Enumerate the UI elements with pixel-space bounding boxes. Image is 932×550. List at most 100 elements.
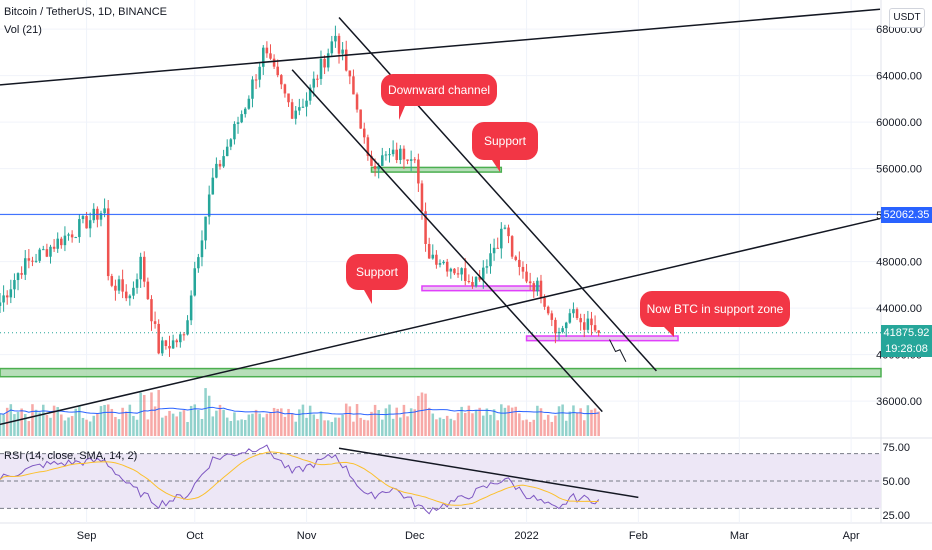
candle-body bbox=[276, 66, 279, 76]
candle-body bbox=[20, 273, 23, 275]
candle-body bbox=[52, 246, 56, 249]
candle-body bbox=[117, 279, 121, 291]
volume-bar bbox=[427, 407, 431, 436]
volume-bar bbox=[561, 404, 564, 436]
callout-now-support-zone[interactable]: Now BTC in support zone bbox=[640, 291, 790, 337]
volume-bar bbox=[5, 407, 9, 436]
volume-bar bbox=[334, 417, 337, 436]
resistance-price-tag: 52062.35 bbox=[881, 207, 932, 223]
candle-body bbox=[474, 276, 478, 287]
volume-bar bbox=[496, 420, 499, 436]
candle-body bbox=[323, 58, 326, 68]
candle-body bbox=[370, 155, 373, 166]
candle-body bbox=[218, 163, 222, 167]
volume-bar bbox=[435, 419, 438, 436]
volume-bar bbox=[157, 390, 160, 436]
candle-body bbox=[503, 227, 507, 229]
candle-body bbox=[395, 149, 398, 161]
candle-body bbox=[489, 253, 492, 267]
candle-body bbox=[171, 340, 175, 349]
candle-body bbox=[247, 98, 251, 109]
volume-bar bbox=[518, 413, 521, 436]
callout-downward-channel[interactable]: Downward channel bbox=[381, 74, 497, 120]
callout-support-mid[interactable]: Support bbox=[346, 254, 408, 304]
volume-bar bbox=[514, 406, 517, 436]
candle-body bbox=[269, 53, 272, 59]
volume-bar bbox=[121, 407, 124, 436]
volume-bar bbox=[532, 419, 536, 436]
volume-bars bbox=[0, 388, 600, 436]
volume-bar bbox=[330, 421, 334, 436]
time-tick-label: Sep bbox=[77, 530, 97, 542]
volume-bar bbox=[445, 415, 449, 436]
candle-body bbox=[240, 114, 243, 123]
candle-body bbox=[528, 281, 532, 284]
volume-bar bbox=[60, 414, 63, 436]
candle-body bbox=[207, 194, 211, 217]
candle-body bbox=[337, 35, 341, 54]
volume-bar bbox=[572, 405, 575, 436]
callout-support-upper[interactable]: Support bbox=[472, 122, 538, 172]
candle-body bbox=[193, 268, 197, 296]
volume-bar bbox=[305, 417, 308, 436]
candle-body bbox=[294, 110, 297, 119]
volume-bar bbox=[391, 418, 395, 436]
candle-body bbox=[359, 109, 362, 129]
price-tick-label: 60000.00 bbox=[876, 117, 922, 129]
volume-bar bbox=[399, 417, 402, 436]
candle-body bbox=[298, 107, 301, 111]
candle-body bbox=[590, 318, 593, 326]
volume-bar bbox=[45, 414, 49, 436]
candle-body bbox=[150, 299, 153, 322]
candle-body bbox=[334, 35, 337, 42]
volume-bar bbox=[204, 388, 207, 436]
volume-bar bbox=[200, 418, 204, 436]
candle-body bbox=[254, 79, 258, 81]
candle-body bbox=[182, 334, 186, 336]
volume-bar bbox=[2, 414, 5, 436]
candle-body bbox=[204, 216, 207, 241]
volume-bar bbox=[543, 419, 546, 436]
candle-body bbox=[417, 159, 420, 184]
candle-body bbox=[384, 154, 388, 156]
volume-bar bbox=[485, 408, 489, 436]
candle-body bbox=[586, 318, 590, 330]
volume-bar bbox=[143, 395, 146, 436]
volume-bar bbox=[417, 395, 420, 436]
time-tick-label: Apr bbox=[843, 530, 860, 542]
candle-body bbox=[186, 320, 189, 335]
price-tick-label: 56000.00 bbox=[876, 164, 922, 176]
volume-bar bbox=[13, 414, 16, 436]
candle-body bbox=[363, 128, 366, 138]
candle-body bbox=[2, 295, 5, 303]
candle-body bbox=[272, 58, 276, 67]
volume-bar bbox=[243, 419, 247, 436]
candle-body bbox=[88, 220, 92, 229]
currency-button[interactable]: USDT bbox=[889, 8, 925, 28]
candle-body bbox=[518, 259, 521, 267]
candle-body bbox=[536, 280, 539, 292]
volume-bar bbox=[384, 408, 388, 436]
candle-body bbox=[99, 213, 103, 220]
volume-bar bbox=[536, 405, 539, 436]
candle-body bbox=[287, 93, 290, 103]
volume-bar bbox=[164, 415, 168, 436]
candle-body bbox=[377, 165, 380, 170]
volume-bar bbox=[150, 392, 153, 436]
volume-bar bbox=[85, 419, 88, 436]
volume-bar bbox=[20, 408, 23, 436]
volume-bar bbox=[503, 407, 507, 436]
volume-bar bbox=[453, 420, 456, 436]
symbol-title: Bitcoin / TetherUS, 1D, BINANCE bbox=[4, 6, 168, 18]
candle-body bbox=[229, 139, 233, 147]
volume-bar bbox=[193, 404, 197, 436]
candle-body bbox=[38, 249, 41, 261]
volume-bar bbox=[492, 409, 496, 436]
volume-bar bbox=[312, 414, 316, 436]
candle-body bbox=[13, 280, 16, 290]
candle-body bbox=[45, 249, 49, 257]
candle-body bbox=[510, 236, 514, 257]
candle-body bbox=[60, 238, 63, 246]
volume-bar bbox=[539, 408, 543, 436]
